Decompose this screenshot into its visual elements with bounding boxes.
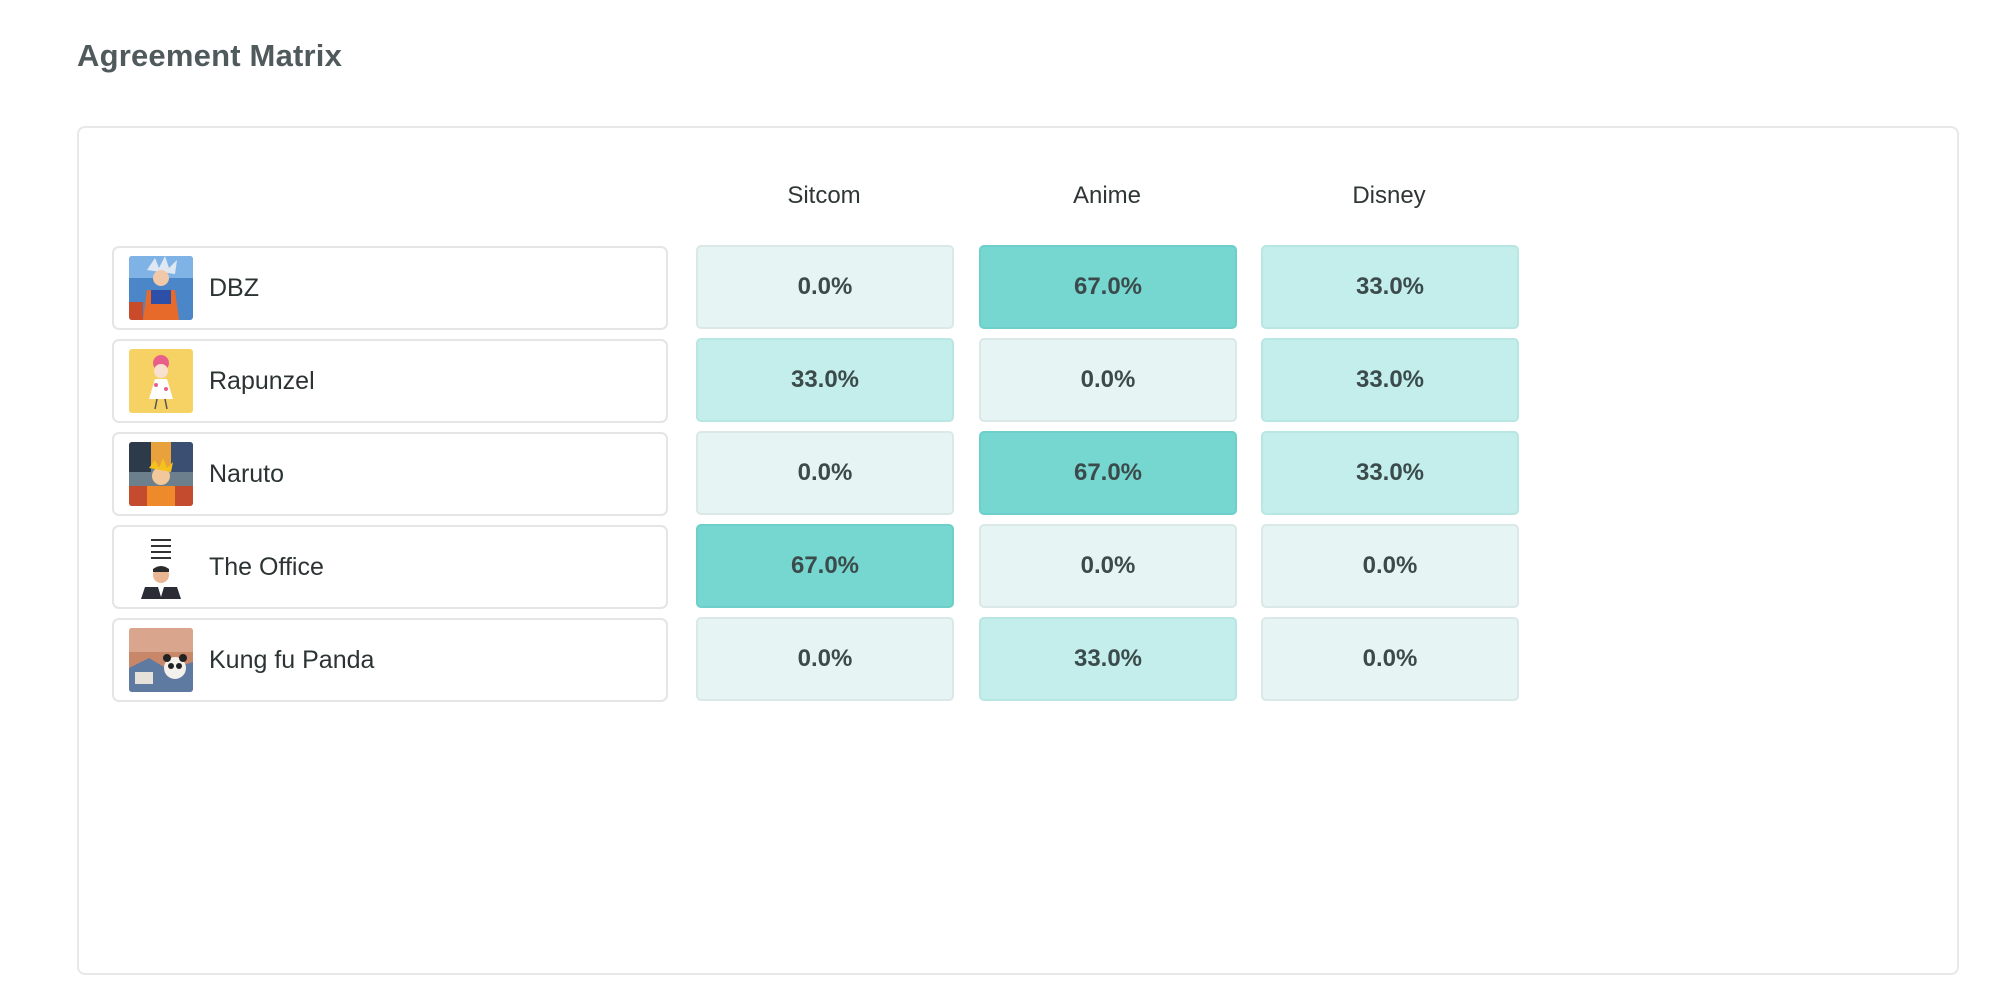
cell-the-office-anime[interactable]: 0.0% <box>979 524 1237 608</box>
agreement-matrix-panel: Sitcom Anime Disney DBZ 0.0% 67.0% 33.0% <box>77 126 1959 975</box>
cell-kung-fu-panda-disney[interactable]: 0.0% <box>1261 617 1519 701</box>
row-label-the-office[interactable]: The Office <box>112 525 668 609</box>
cell-rapunzel-disney[interactable]: 33.0% <box>1261 338 1519 422</box>
row-name: Naruto <box>209 459 285 488</box>
cell-dbz-anime[interactable]: 67.0% <box>979 245 1237 329</box>
row-label-naruto[interactable]: Naruto <box>112 432 668 516</box>
row-label-kung-fu-panda[interactable]: Kung fu Panda <box>112 618 668 702</box>
the-office-thumbnail-icon <box>129 535 193 599</box>
naruto-thumbnail-icon <box>129 442 193 506</box>
kung-fu-panda-thumbnail-icon <box>129 628 193 692</box>
column-header-disney: Disney <box>1352 182 1426 209</box>
cell-naruto-anime[interactable]: 67.0% <box>979 431 1237 515</box>
cell-the-office-sitcom[interactable]: 67.0% <box>696 524 954 608</box>
cell-dbz-sitcom[interactable]: 0.0% <box>696 245 954 329</box>
column-header-sitcom: Sitcom <box>787 182 861 209</box>
cell-the-office-disney[interactable]: 0.0% <box>1261 524 1519 608</box>
cell-dbz-disney[interactable]: 33.0% <box>1261 245 1519 329</box>
cell-rapunzel-sitcom[interactable]: 33.0% <box>696 338 954 422</box>
cell-naruto-disney[interactable]: 33.0% <box>1261 431 1519 515</box>
page-title: Agreement Matrix <box>77 38 343 73</box>
cell-kung-fu-panda-sitcom[interactable]: 0.0% <box>696 617 954 701</box>
row-name: The Office <box>209 552 324 581</box>
cell-rapunzel-anime[interactable]: 0.0% <box>979 338 1237 422</box>
row-name: Rapunzel <box>209 366 315 395</box>
row-label-dbz[interactable]: DBZ <box>112 246 668 330</box>
cell-naruto-sitcom[interactable]: 0.0% <box>696 431 954 515</box>
dbz-thumbnail-icon <box>129 256 193 320</box>
row-label-rapunzel[interactable]: Rapunzel <box>112 339 668 423</box>
cell-kung-fu-panda-anime[interactable]: 33.0% <box>979 617 1237 701</box>
row-name: DBZ <box>209 273 259 302</box>
column-header-anime: Anime <box>1072 182 1142 209</box>
rapunzel-thumbnail-icon <box>129 349 193 413</box>
row-name: Kung fu Panda <box>209 645 375 674</box>
